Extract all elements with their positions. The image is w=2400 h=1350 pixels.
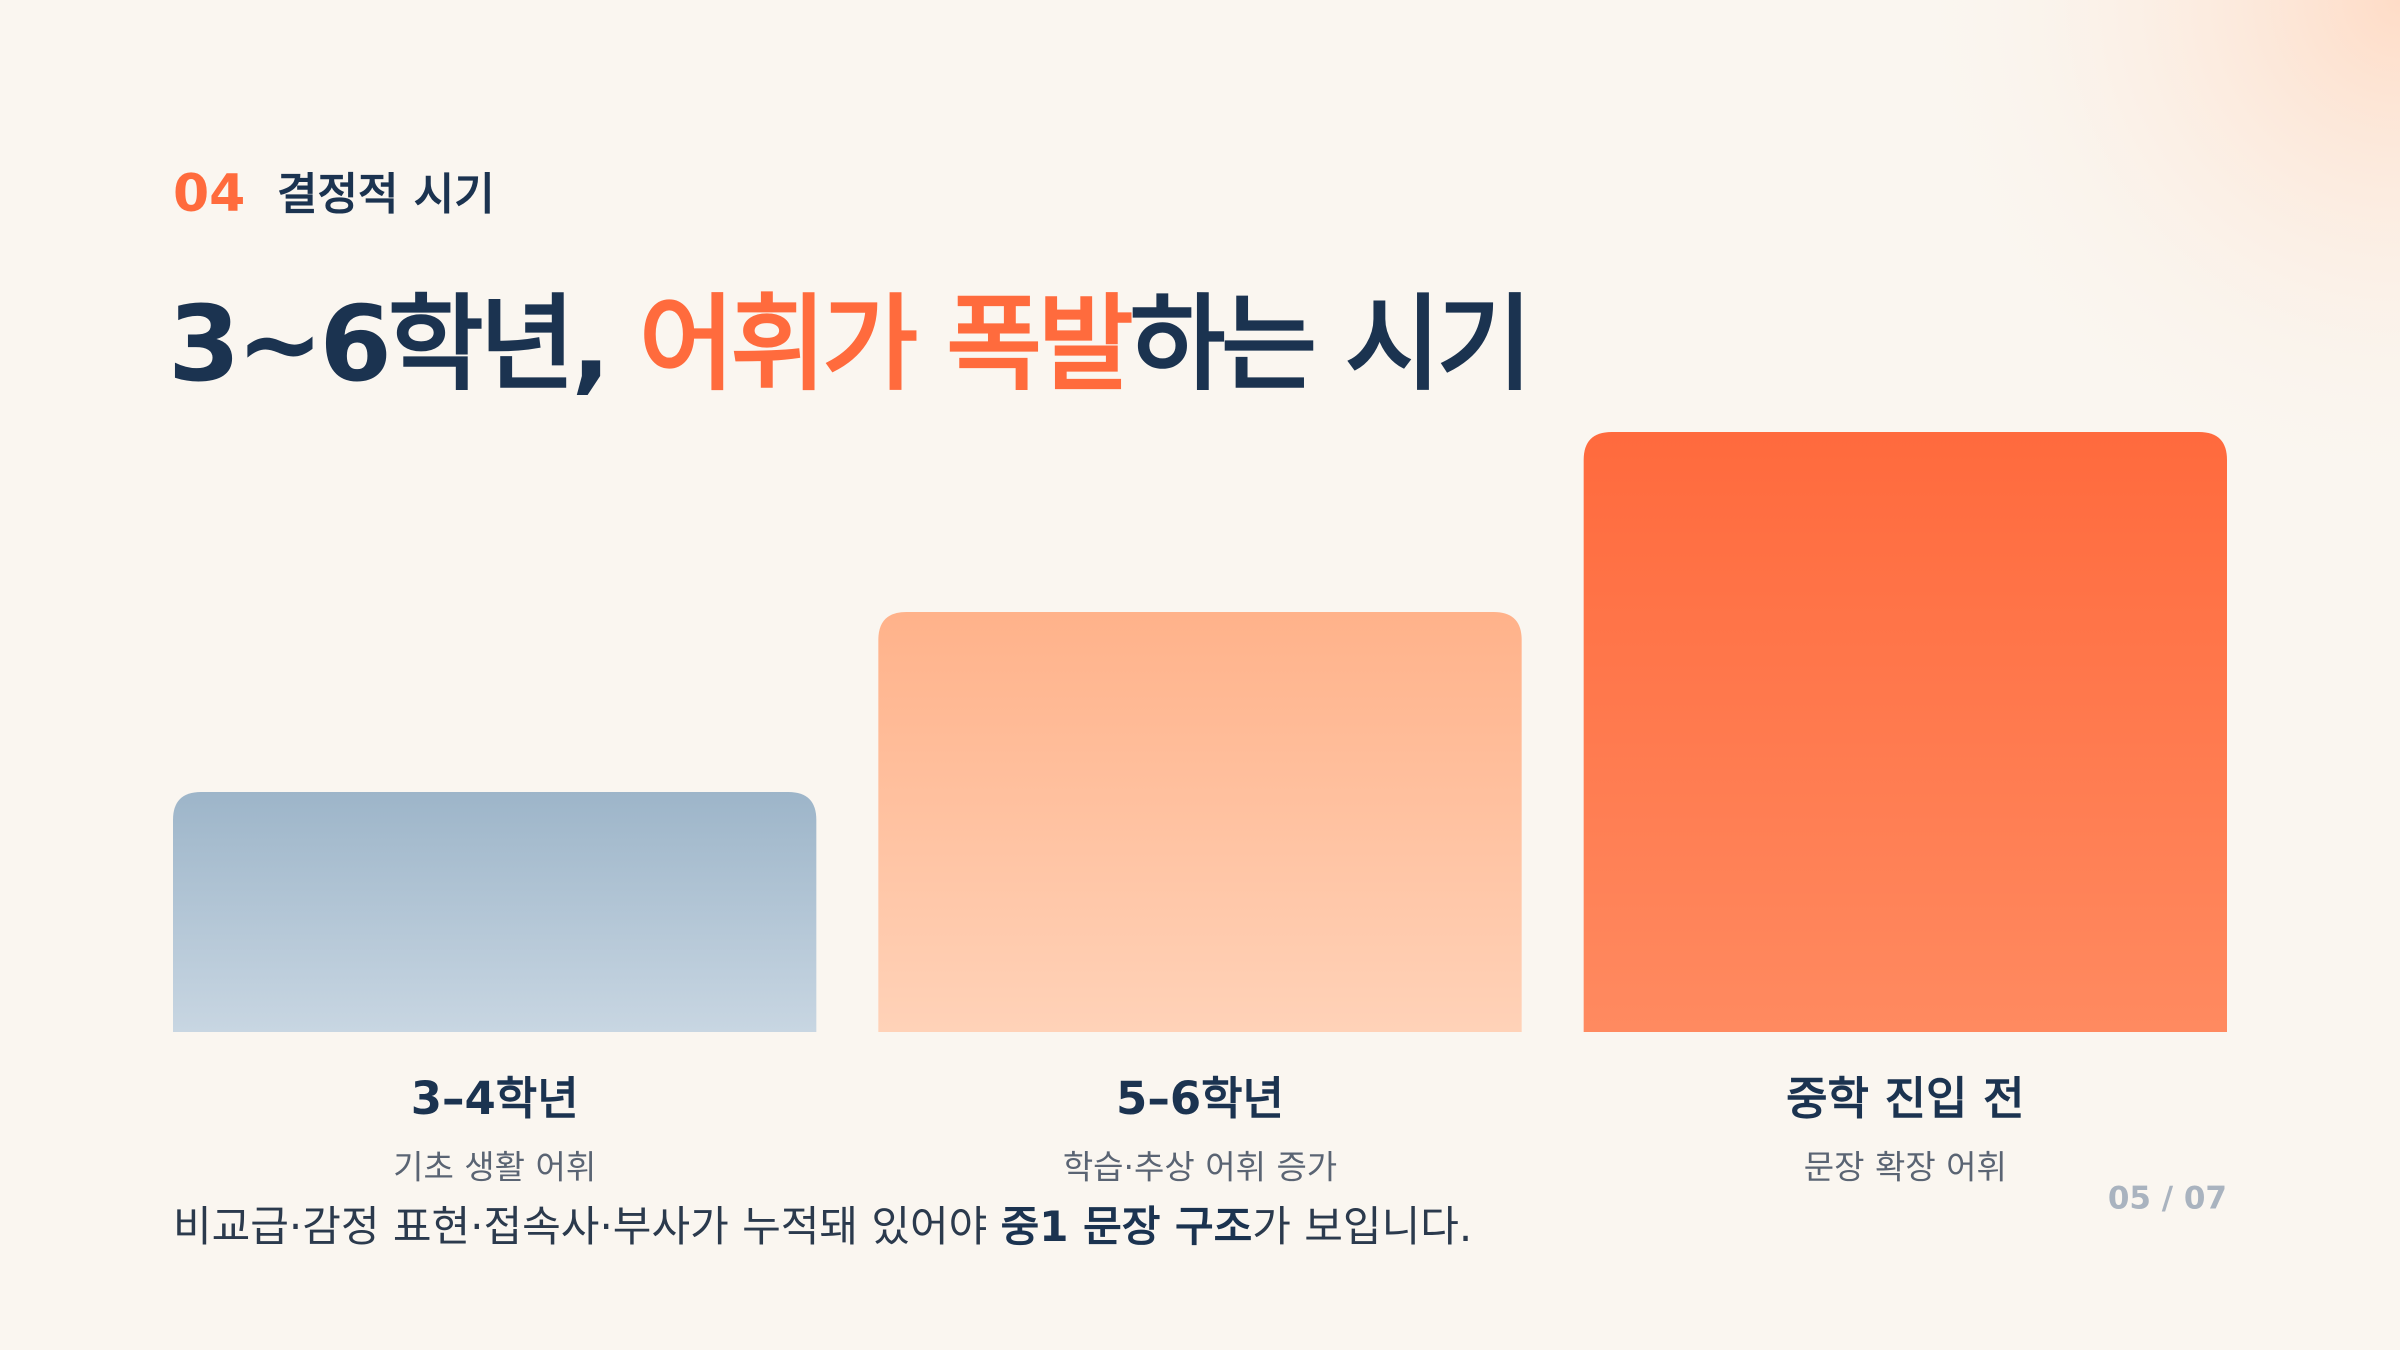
section-number: 04 (173, 164, 245, 224)
title-tail: 하는 시기 (1130, 283, 1529, 405)
bar (1583, 432, 2227, 1032)
title: 3~6학년, 어휘가 폭발하는 시기 (168, 283, 1529, 405)
footer-text: 비교급·감정 표현·접속사·부사가 누적돼 있어야 중1 문장 구조가 보입니다… (173, 1202, 1472, 1251)
bar (878, 612, 1522, 1032)
section-label: 결정적 시기 (277, 169, 495, 220)
category-description: 문장 확장 어휘 (1804, 1148, 2007, 1187)
category-description: 기초 생활 어휘 (393, 1148, 596, 1187)
category-description: 학습·추상 어휘 증가 (1063, 1148, 1337, 1187)
category-label: 5–6학년 (1116, 1072, 1284, 1125)
title-highlight: 어휘가 폭발 (639, 283, 1132, 405)
category-label: 3–4학년 (411, 1072, 579, 1125)
bar (173, 792, 817, 1032)
footer-bold: 중1 문장 구조 (1001, 1202, 1253, 1251)
page-number: 05 / 07 (2108, 1181, 2227, 1217)
footer-before: 비교급·감정 표현·접속사·부사가 누적돼 있어야 (173, 1202, 1001, 1251)
category-label: 중학 진입 전 (1786, 1072, 2024, 1125)
title-lead: 3~6학년, (168, 283, 639, 405)
footer-after: 가 보입니다. (1252, 1202, 1472, 1251)
